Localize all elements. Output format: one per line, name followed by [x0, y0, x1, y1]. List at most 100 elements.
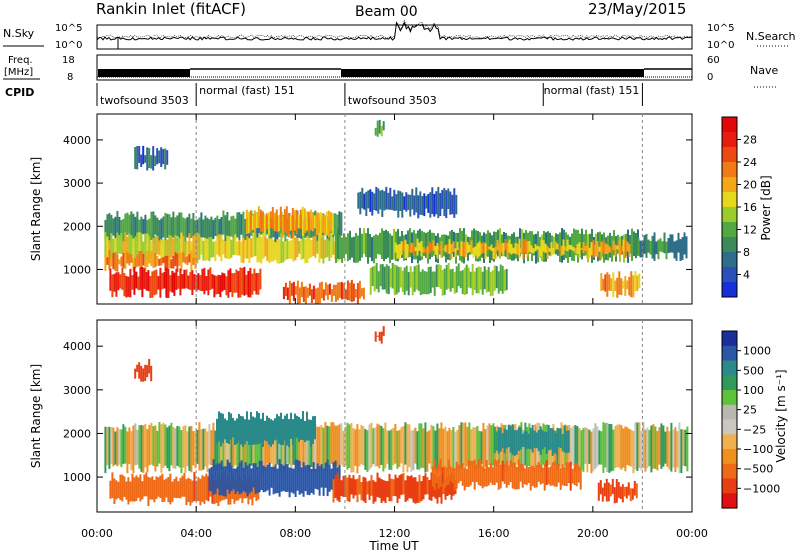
colorbar-swatch [722, 345, 737, 362]
echo-cell [556, 243, 559, 250]
echo-cell [207, 269, 210, 296]
echo-cell [430, 243, 433, 251]
echo-cell [475, 464, 478, 482]
echo-cell [492, 248, 495, 259]
echo-cell [194, 430, 197, 469]
echo-cell [348, 474, 351, 502]
echo-cell [232, 417, 234, 438]
colorbar-tick-label: 25 [743, 404, 757, 417]
echo-cell [539, 426, 542, 455]
echo-cell [393, 264, 396, 296]
echo-cell [557, 464, 560, 483]
echo-cell [128, 214, 131, 237]
echo-cell [284, 241, 287, 261]
echo-cell [435, 468, 438, 484]
echo-cell [266, 428, 269, 464]
velocity-echo-region [332, 472, 457, 504]
echo-cell [341, 237, 343, 263]
echo-cell [427, 267, 430, 295]
echo-cell [604, 423, 607, 468]
echo-cell [537, 462, 540, 482]
echo-cell [322, 235, 325, 264]
echo-cell [344, 475, 347, 497]
echo-cell [244, 429, 247, 472]
echo-cell [196, 232, 199, 264]
echo-cell [320, 425, 323, 467]
echo-cell [380, 478, 383, 504]
echo-cell [176, 215, 179, 237]
echo-cell [459, 228, 461, 261]
echo-cell [660, 423, 663, 469]
echo-cell [163, 272, 166, 289]
echo-cell [376, 120, 379, 137]
echo-cell [152, 252, 155, 269]
echo-cell [647, 239, 650, 253]
echo-cell [262, 233, 265, 259]
echo-cell [316, 240, 319, 254]
echo-cell [257, 206, 260, 228]
echo-cell [112, 427, 115, 467]
echo-cell [594, 423, 597, 469]
echo-cell [132, 258, 135, 272]
power-echo-region [245, 206, 334, 238]
echo-cell [633, 231, 635, 257]
echo-cell [628, 276, 631, 296]
echo-cell [248, 463, 251, 494]
echo-cell [358, 474, 361, 495]
echo-cell [422, 476, 425, 500]
echo-cell [430, 424, 433, 470]
echo-cell [366, 430, 369, 472]
echo-cell [445, 190, 448, 219]
echo-cell [244, 419, 246, 445]
colorbar-tick-label: −25 [743, 423, 766, 436]
echo-cell [140, 365, 143, 382]
echo-cell [155, 269, 158, 295]
echo-cell [639, 240, 642, 258]
echo-cell [621, 235, 623, 255]
echo-cell [608, 246, 611, 253]
echo-cell [372, 428, 375, 465]
echo-cell [441, 189, 444, 209]
x-tick-label: 00:00 [676, 527, 708, 540]
echo-cell [458, 247, 461, 256]
echo-cell [177, 275, 180, 289]
echo-cell [344, 426, 347, 465]
echo-cell [278, 459, 281, 497]
echo-cell [244, 218, 247, 241]
echo-cell [280, 426, 283, 471]
echo-cell [300, 238, 303, 260]
echo-cell [306, 287, 309, 298]
echo-cell [367, 228, 369, 264]
echo-cell [666, 426, 669, 467]
echo-cell [178, 252, 181, 266]
echo-cell [564, 246, 567, 251]
echo-cell [330, 233, 333, 258]
echo-cell [220, 412, 222, 447]
echo-cell [638, 273, 641, 289]
echo-cell [236, 427, 239, 473]
echo-cell [242, 237, 245, 264]
echo-cell [164, 240, 167, 262]
echo-cell [122, 253, 125, 269]
echo-cell [137, 276, 140, 291]
echo-cell [274, 418, 276, 441]
echo-cell [133, 477, 136, 502]
echo-cell [214, 464, 217, 494]
echo-cell [373, 265, 376, 292]
echo-cell [226, 459, 229, 490]
echo-cell [245, 274, 248, 295]
echo-cell [412, 477, 415, 503]
y-tick-label: 2000 [63, 220, 91, 233]
colorbar-swatch [722, 463, 737, 480]
echo-cell [421, 269, 424, 295]
freq-tick-low: 8 [67, 72, 73, 83]
echo-cell [232, 237, 235, 255]
echo-cell [180, 232, 183, 257]
echo-cell [600, 431, 603, 465]
echo-cell [166, 255, 169, 271]
echo-cell [397, 190, 400, 218]
station-title: Rankin Inlet (fitACF) [96, 0, 246, 18]
echo-cell [277, 215, 280, 232]
echo-cell [412, 429, 415, 471]
